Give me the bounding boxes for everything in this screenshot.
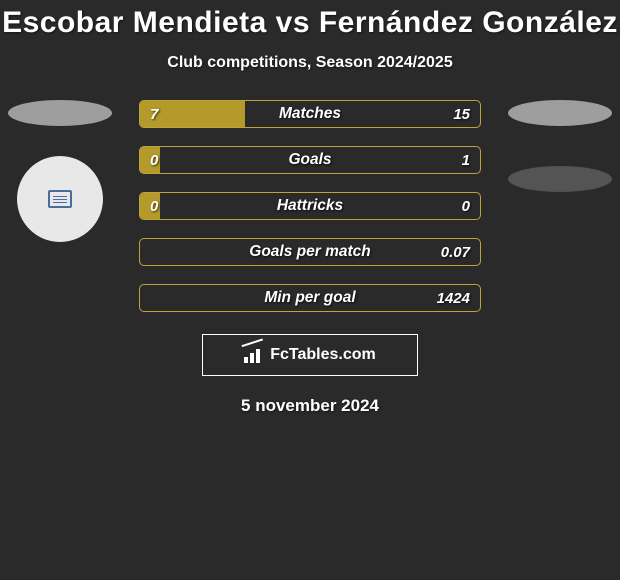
stat-right-value: 0.07 [441, 244, 470, 261]
stat-label: Goals [140, 151, 480, 169]
stat-right-value: 1 [462, 152, 470, 169]
stat-bar: Hattricks0 0 [139, 192, 481, 220]
stat-bar: Min per goal1424 [139, 284, 481, 312]
page-subtitle: Club competitions, Season 2024/2025 [0, 54, 620, 72]
stat-right-value: 15 [453, 106, 470, 123]
stat-label: Goals per match [140, 243, 480, 261]
stat-bar: Goals0 1 [139, 146, 481, 174]
stat-bar: Matches715 [139, 100, 481, 128]
branding-text: FcTables.com [270, 346, 376, 364]
left-player-decor [8, 100, 112, 242]
stat-bar: Goals per match0.07 [139, 238, 481, 266]
ellipse-icon [8, 100, 112, 126]
club-badge-icon [48, 190, 72, 208]
player-badge-frame [17, 156, 103, 242]
stat-left-value: 0 [150, 152, 158, 169]
ellipse-icon [508, 100, 612, 126]
stat-right-value: 1424 [437, 290, 470, 307]
ellipse-icon [508, 166, 612, 192]
chart-icon [244, 347, 264, 363]
stat-bars-container: Matches715Goals01Hattricks00Goals per ma… [139, 100, 481, 312]
right-player-decor [508, 100, 612, 192]
stat-right-value: 0 [462, 198, 470, 215]
stat-left-value: 7 [150, 106, 158, 123]
branding-box[interactable]: FcTables.com [202, 334, 418, 376]
stat-left-value: 0 [150, 198, 158, 215]
comparison-area: Matches715Goals01Hattricks00Goals per ma… [0, 100, 620, 312]
page-title: Escobar Mendieta vs Fernández González [0, 0, 620, 40]
stat-label: Min per goal [140, 289, 480, 307]
date-label: 5 november 2024 [0, 396, 620, 416]
stat-label: Hattricks [140, 197, 480, 215]
